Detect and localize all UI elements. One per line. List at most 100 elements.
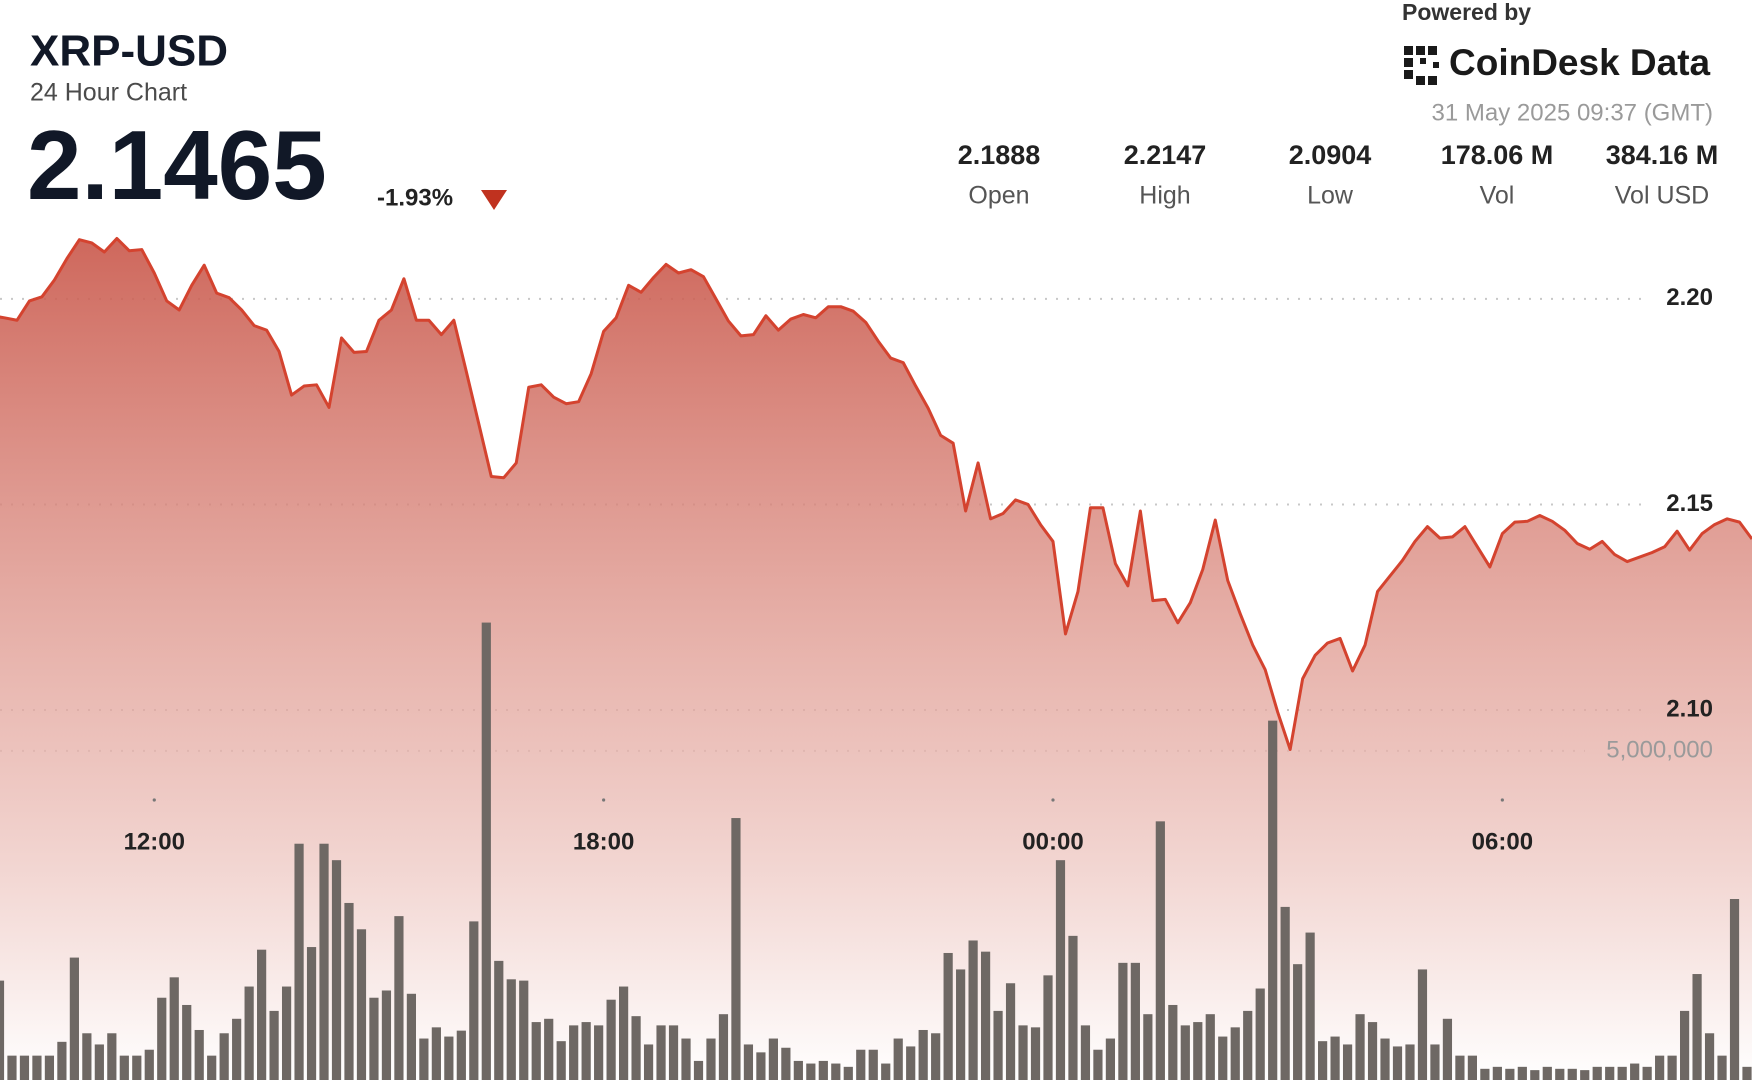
- symbol-title: XRP-USD: [30, 27, 228, 76]
- volume-bar: [556, 1041, 566, 1080]
- stat-value: 384.16 M: [1606, 140, 1719, 170]
- x-tick-mark: [602, 798, 606, 802]
- volume-bar: [968, 940, 978, 1080]
- volume-bar: [956, 969, 966, 1080]
- volume-bar: [1080, 1025, 1091, 1080]
- volume-bar: [1480, 1068, 1490, 1080]
- volume-bar: [306, 947, 317, 1080]
- volume-bar: [419, 1038, 429, 1080]
- y-tick-label: 2.20: [1666, 284, 1713, 311]
- volume-bar: [1055, 860, 1066, 1080]
- volume-bar: [1180, 1025, 1190, 1080]
- volume-bar: [1442, 1018, 1453, 1080]
- volume-bar: [519, 980, 529, 1080]
- stat-value: 2.0904: [1289, 140, 1372, 170]
- volume-bar: [1555, 1068, 1565, 1080]
- volume-bar: [693, 1060, 704, 1080]
- volume-bar: [232, 1018, 242, 1080]
- volume-bar: [1605, 1066, 1615, 1080]
- volume-bar: [1268, 720, 1278, 1080]
- volume-bar: [1655, 1055, 1665, 1080]
- volume-bar: [1330, 1036, 1340, 1080]
- volume-bar: [1367, 1022, 1378, 1080]
- volume-bar: [1130, 962, 1140, 1080]
- volume-bar: [718, 1014, 729, 1080]
- volume-bar: [706, 1038, 716, 1080]
- volume-bar: [1580, 1070, 1590, 1080]
- price-change: -1.93%: [377, 184, 453, 211]
- volume-bar: [1068, 935, 1078, 1080]
- volume-bar: [743, 1044, 754, 1080]
- brand-logo: [1404, 46, 1439, 85]
- price-line: [0, 236, 1752, 751]
- volume-bar: [1193, 1022, 1203, 1080]
- volume-bar: [656, 1025, 666, 1080]
- y-tick-label: 2.15: [1666, 490, 1713, 517]
- x-tick-label: 12:00: [124, 828, 185, 855]
- volume-bar: [1417, 969, 1428, 1080]
- volume-bar: [594, 1025, 604, 1080]
- volume-bar: [668, 1025, 679, 1080]
- volume-bar: [1455, 1055, 1465, 1080]
- volume-bar: [257, 949, 267, 1080]
- volume-bar: [0, 980, 5, 1080]
- volume-bar: [1380, 1038, 1390, 1080]
- volume-bar: [768, 1038, 778, 1080]
- volume-bar: [1093, 1049, 1103, 1080]
- volume-bar: [843, 1066, 853, 1080]
- volume-bar: [818, 1060, 828, 1080]
- volume-bar: [1467, 1055, 1477, 1080]
- volume-bar: [1218, 1036, 1228, 1080]
- volume-bar: [544, 1018, 554, 1080]
- volume-bar: [107, 1033, 117, 1080]
- volume-bar: [219, 1033, 229, 1080]
- x-tick-mark: [152, 798, 156, 802]
- volume-bar: [1018, 1025, 1028, 1080]
- subtitle: 24 Hour Chart: [30, 79, 187, 107]
- volume-bar: [1280, 906, 1290, 1080]
- volume-bar: [1243, 1010, 1253, 1080]
- volume-bar: [1742, 1066, 1752, 1080]
- volume-bar: [906, 1046, 916, 1080]
- y2-tick-label: 5,000,000: [1606, 736, 1713, 763]
- volume-bar: [132, 1055, 142, 1080]
- volume-bar: [1342, 1044, 1353, 1080]
- volume-bar: [1517, 1066, 1527, 1080]
- volume-bar: [444, 1036, 454, 1080]
- x-tick-mark: [1500, 798, 1504, 802]
- volume-bar: [881, 1063, 891, 1080]
- plot-area: 2.10 2.15 2.20 5,000,000 12:00 18:00 00:00 06:0…: [0, 236, 1752, 1080]
- volume-bar: [1492, 1066, 1502, 1080]
- down-arrow: [481, 190, 507, 210]
- volume-bar: [1430, 1044, 1440, 1080]
- volume-bar: [194, 1029, 204, 1080]
- volume-bar: [781, 1047, 791, 1080]
- volume-bar: [606, 999, 616, 1080]
- volume-bar: [94, 1044, 104, 1080]
- volume-bar: [806, 1063, 816, 1080]
- powered-by: Powered by: [1402, 0, 1531, 25]
- volume-bar: [1505, 1068, 1515, 1080]
- volume-bar: [893, 1038, 903, 1080]
- volume-bar: [506, 979, 516, 1080]
- current-price: 2.1465: [27, 110, 327, 220]
- timestamp: 31 May 2025 09:37 (GMT): [1432, 99, 1713, 126]
- volume-bar: [1318, 1041, 1328, 1080]
- stat-label: Low: [1307, 182, 1354, 210]
- volume-bar: [1592, 1066, 1602, 1080]
- volume-bar: [182, 1004, 192, 1080]
- volume-bar: [244, 986, 254, 1080]
- volume-bar: [1255, 988, 1265, 1080]
- x-tick-mark: [1051, 798, 1055, 802]
- header: XRP-USD 24 Hour Chart 2.1465 -1.93% Powe…: [27, 0, 1718, 220]
- volume-bar: [1155, 821, 1165, 1080]
- volume-bar: [1293, 964, 1303, 1080]
- volume-bar: [344, 902, 354, 1080]
- stat-label: Vol: [1480, 182, 1515, 210]
- volume-bar: [1729, 899, 1740, 1080]
- x-tick-label: 06:00: [1472, 828, 1533, 855]
- volume-bar: [993, 1010, 1003, 1080]
- volume-bar: [207, 1055, 217, 1080]
- stat-label: Vol USD: [1615, 182, 1709, 210]
- volume-bar: [619, 986, 629, 1080]
